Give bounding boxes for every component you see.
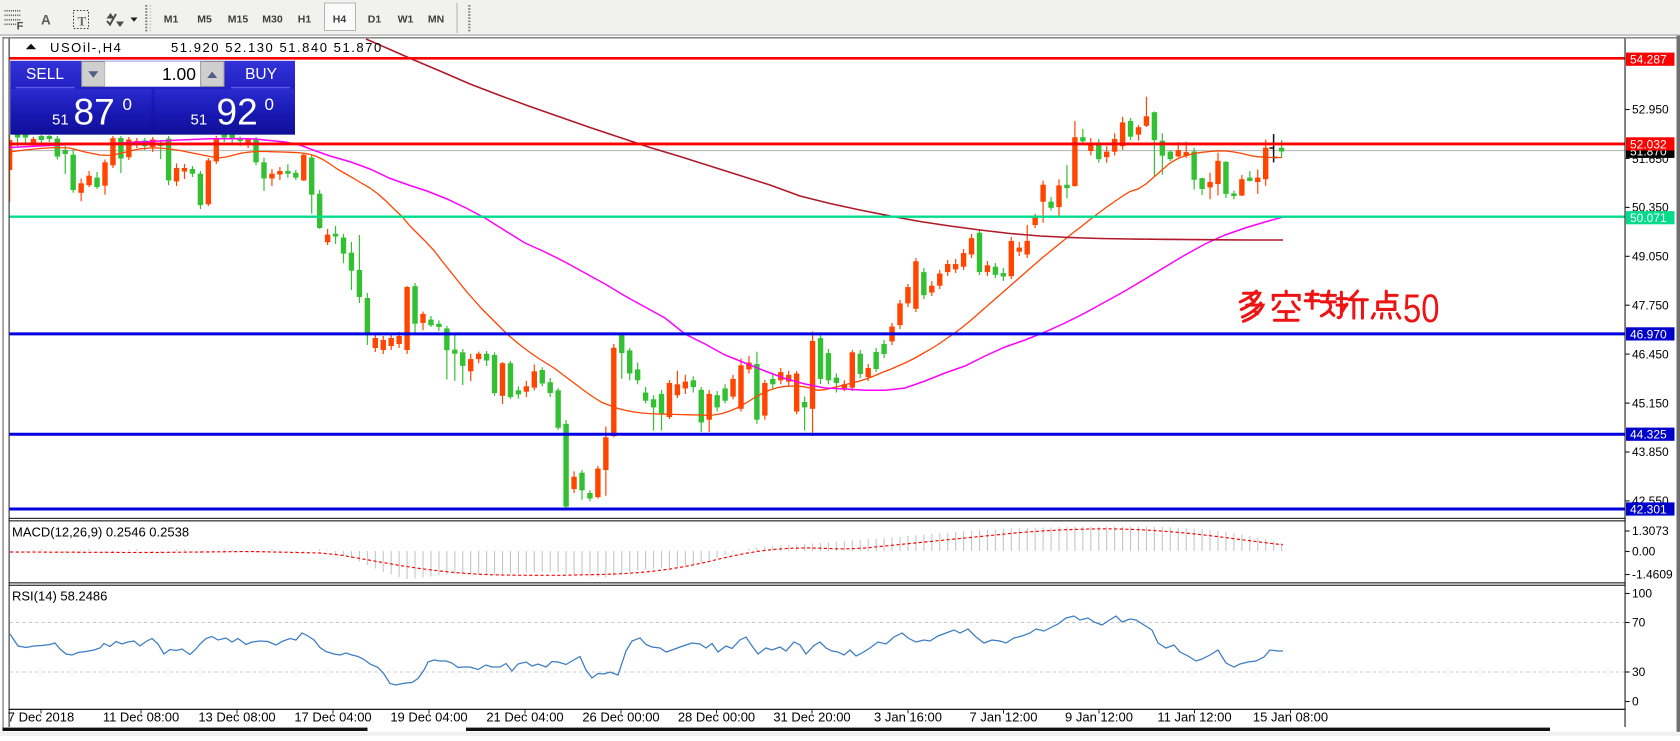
svg-text:T: T bbox=[78, 14, 87, 29]
svg-text:50: 50 bbox=[1403, 286, 1439, 331]
svg-text:42.301: 42.301 bbox=[1630, 502, 1667, 516]
svg-text:43.850: 43.850 bbox=[1632, 445, 1669, 459]
svg-text:44.325: 44.325 bbox=[1630, 428, 1667, 442]
svg-text:D1: D1 bbox=[368, 14, 382, 26]
svg-text:-1.4609: -1.4609 bbox=[1632, 568, 1673, 582]
svg-text:MACD(12,26,9) 0.2546 0.2538: MACD(12,26,9) 0.2546 0.2538 bbox=[12, 525, 189, 540]
svg-text:0: 0 bbox=[1632, 695, 1639, 709]
svg-text:47.750: 47.750 bbox=[1632, 298, 1669, 312]
svg-text:46.970: 46.970 bbox=[1630, 327, 1667, 341]
svg-text:MN: MN bbox=[428, 14, 444, 26]
svg-text:H1: H1 bbox=[298, 14, 312, 26]
svg-text:1.3073: 1.3073 bbox=[1632, 524, 1669, 538]
svg-text:F: F bbox=[17, 21, 24, 33]
svg-text:SELL: SELL bbox=[26, 66, 64, 83]
svg-text:M5: M5 bbox=[197, 14, 212, 26]
svg-text:A: A bbox=[41, 13, 51, 28]
svg-text:49.050: 49.050 bbox=[1632, 250, 1669, 264]
svg-text:45.150: 45.150 bbox=[1632, 396, 1669, 410]
svg-text:52.950: 52.950 bbox=[1632, 103, 1669, 117]
svg-text:51: 51 bbox=[52, 112, 69, 129]
svg-text:51: 51 bbox=[191, 112, 208, 129]
svg-text:BUY: BUY bbox=[245, 66, 277, 83]
svg-text:RSI(14) 58.2486: RSI(14) 58.2486 bbox=[12, 589, 107, 604]
svg-text:W1: W1 bbox=[398, 14, 414, 26]
svg-text:46.450: 46.450 bbox=[1632, 347, 1669, 361]
svg-text:0: 0 bbox=[265, 95, 274, 114]
svg-text:H4: H4 bbox=[333, 14, 347, 26]
svg-text:M30: M30 bbox=[262, 14, 283, 26]
svg-text:51.920 52.130 51.840 51.870: 51.920 52.130 51.840 51.870 bbox=[171, 40, 383, 55]
svg-text:USOil-,H4: USOil-,H4 bbox=[50, 40, 122, 55]
svg-text:92: 92 bbox=[217, 92, 258, 133]
svg-text:50.071: 50.071 bbox=[1630, 211, 1667, 225]
svg-text:70: 70 bbox=[1632, 616, 1646, 630]
svg-text:100: 100 bbox=[1632, 587, 1652, 601]
svg-text:52.032: 52.032 bbox=[1630, 137, 1667, 151]
svg-text:1.00: 1.00 bbox=[162, 64, 196, 84]
svg-text:0.00: 0.00 bbox=[1632, 545, 1656, 559]
svg-text:M15: M15 bbox=[228, 14, 249, 26]
svg-text:M1: M1 bbox=[164, 14, 179, 26]
svg-text:30: 30 bbox=[1632, 665, 1646, 679]
svg-text:0: 0 bbox=[123, 95, 132, 114]
svg-text:87: 87 bbox=[74, 92, 115, 133]
svg-text:54.287: 54.287 bbox=[1630, 53, 1667, 67]
